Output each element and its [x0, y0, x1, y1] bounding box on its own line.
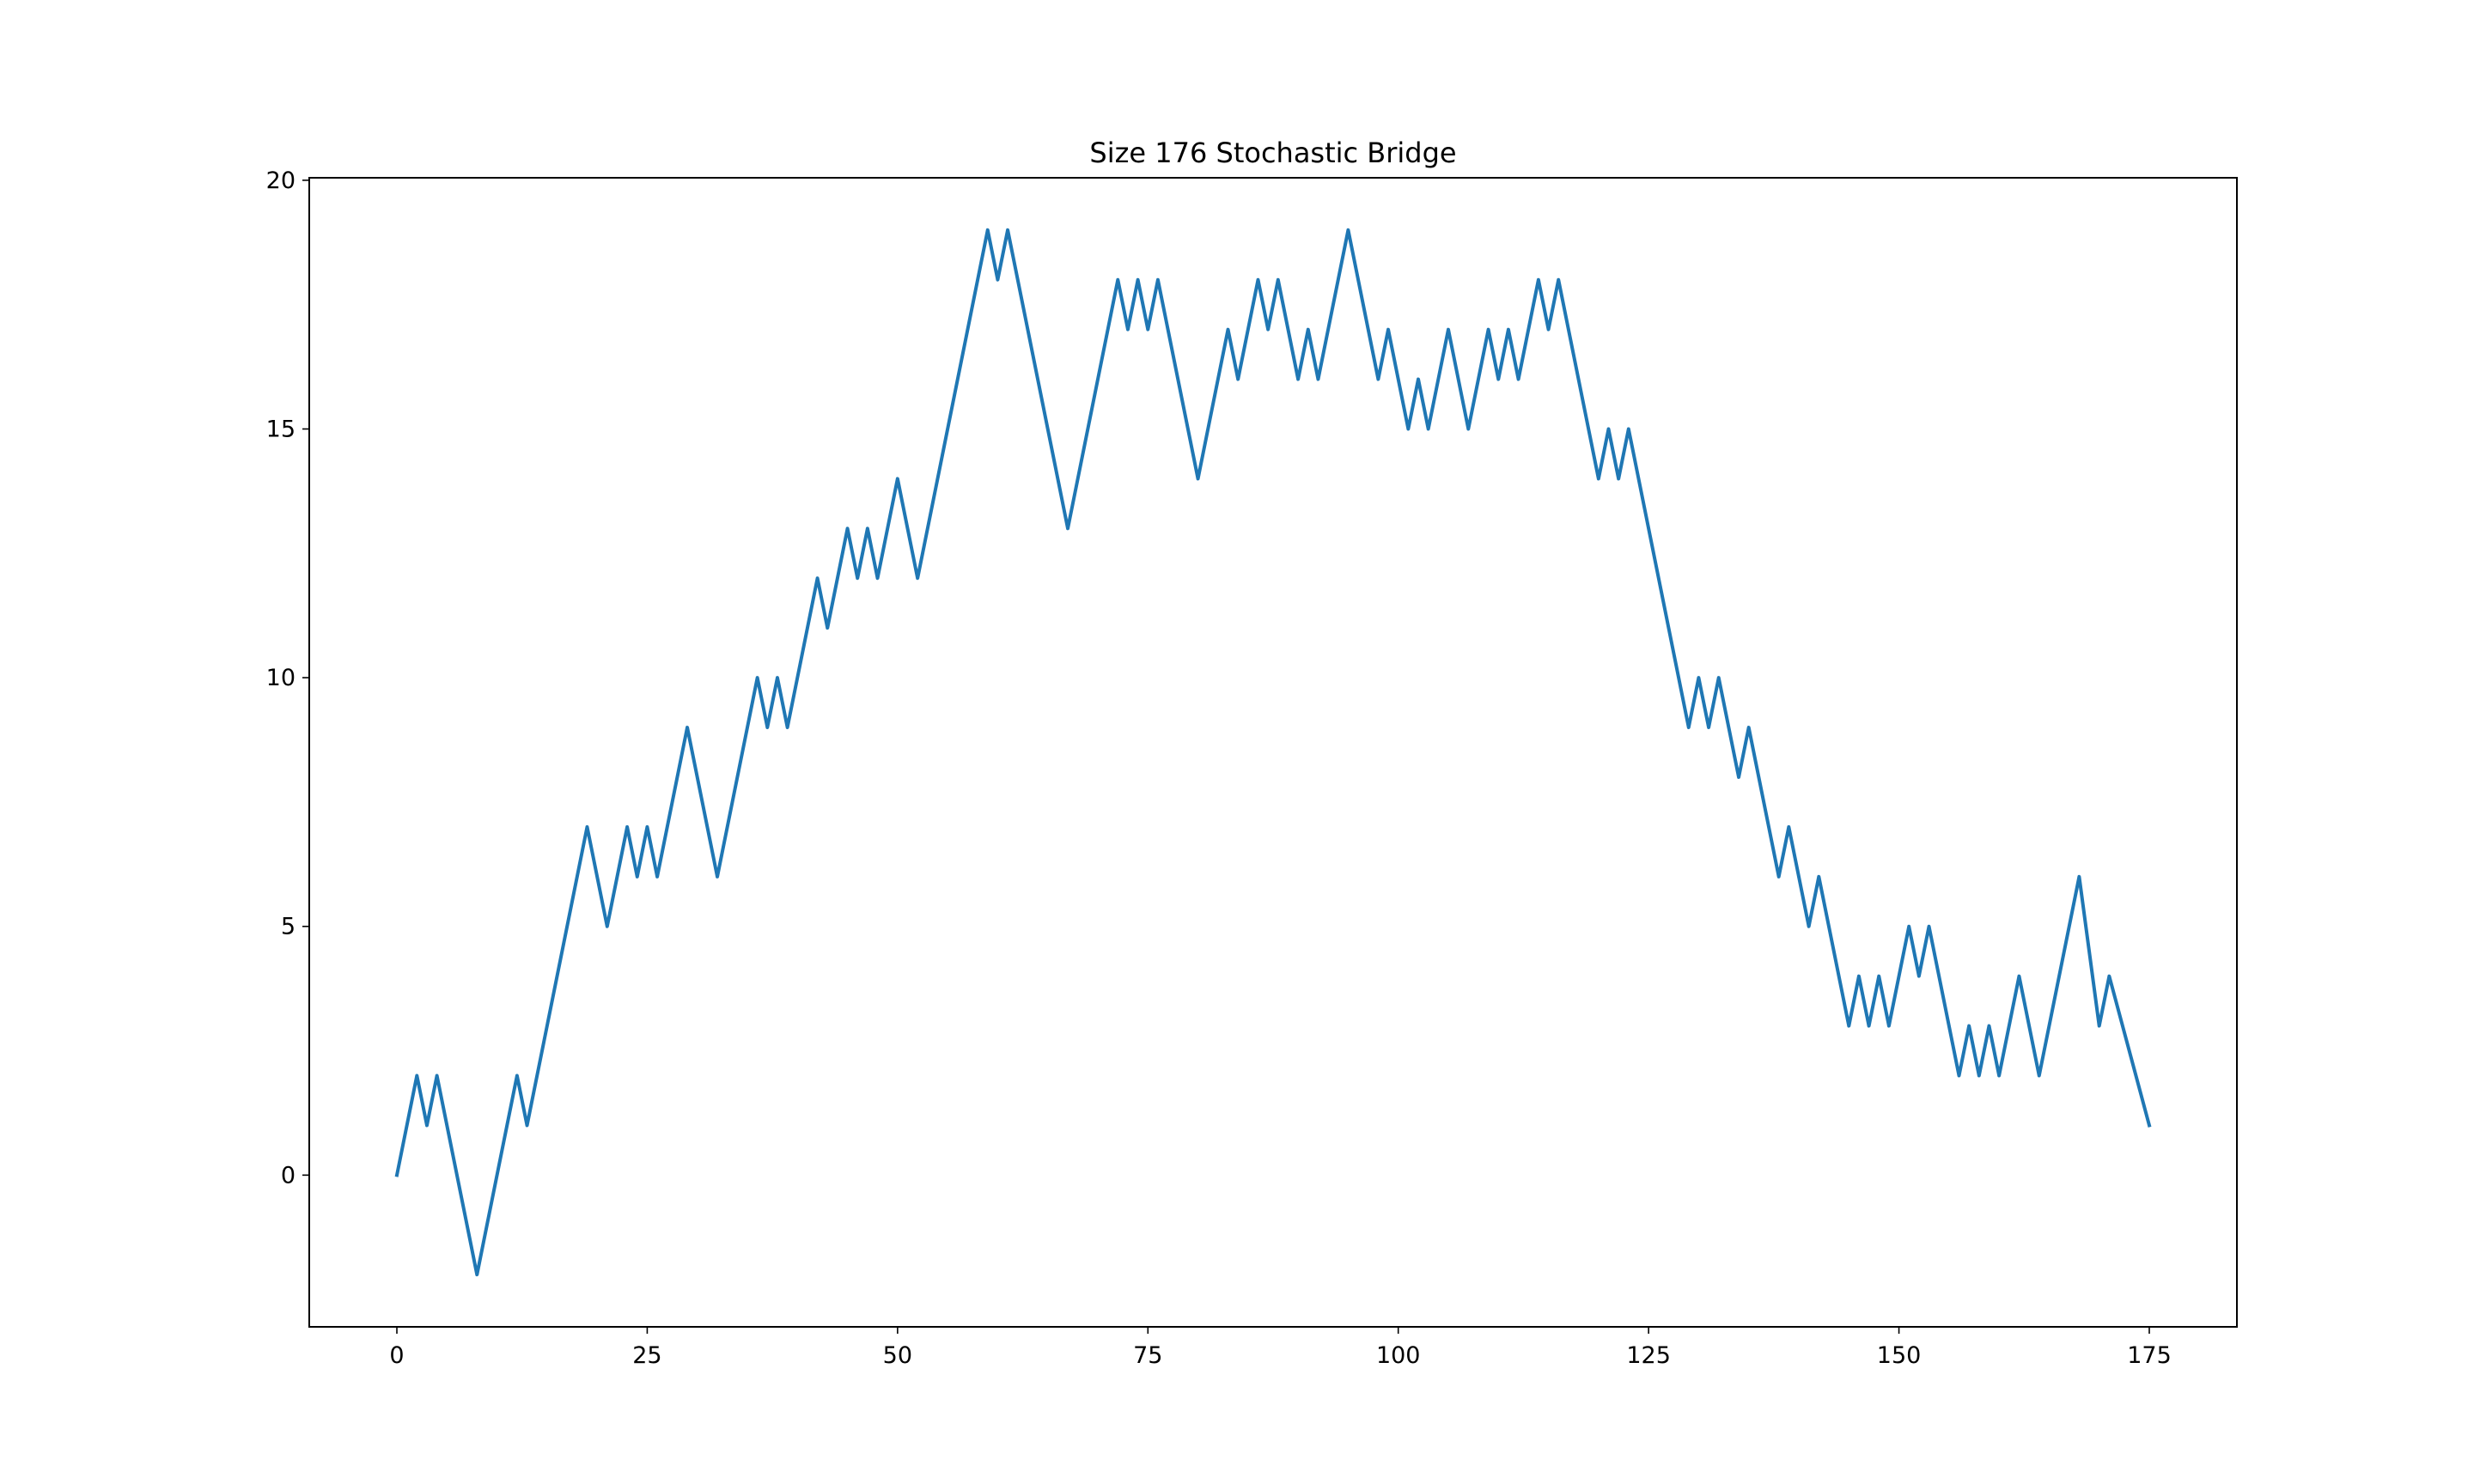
- y-tick-label: 15: [266, 417, 296, 443]
- x-tick-label: 100: [1376, 1342, 1421, 1369]
- x-tick-label: 125: [1626, 1342, 1671, 1369]
- x-tick-label: 25: [632, 1342, 661, 1369]
- x-tick-label: 75: [1133, 1342, 1162, 1369]
- y-tick-label: 20: [266, 167, 296, 194]
- y-tick-label: 5: [281, 914, 296, 940]
- x-tick-label: 0: [389, 1342, 404, 1369]
- x-tick-label: 175: [2127, 1342, 2172, 1369]
- y-axis: 0 5 10 15 20: [266, 167, 309, 1189]
- y-tick-label: 10: [266, 665, 296, 691]
- x-tick-label: 150: [1877, 1342, 1922, 1369]
- series-line: [394, 228, 2152, 1277]
- chart-title: Size 176 Stochastic Bridge: [1089, 137, 1456, 169]
- plot-series: [394, 228, 2152, 1277]
- y-tick-label: 0: [281, 1162, 296, 1189]
- plot-area-frame: [308, 177, 2238, 1328]
- x-axis: 0 25 50 75 100 125 150 175: [389, 1327, 2172, 1369]
- x-tick-label: 50: [883, 1342, 912, 1369]
